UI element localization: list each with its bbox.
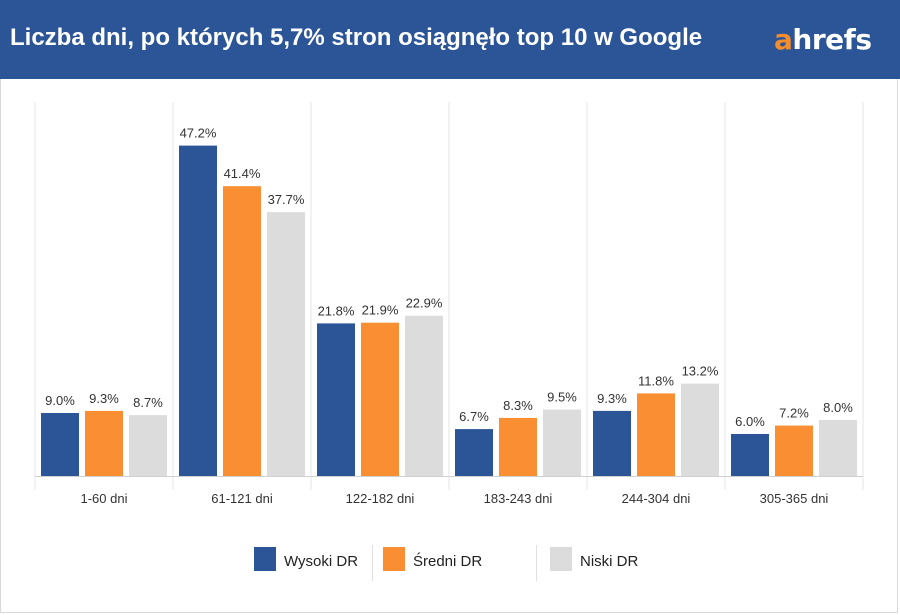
- data-label: 22.9%: [406, 296, 443, 311]
- x-tick-label: 1-60 dni: [81, 491, 128, 506]
- data-label: 11.8%: [638, 373, 674, 388]
- bar: [361, 322, 399, 476]
- x-tick-label: 122-182 dni: [346, 491, 415, 506]
- bar-chart: 9.0% 9.3% 8.7% 1-60 dni 47.2% 41.4% 37.7% 61-12…: [34, 102, 864, 506]
- legend-label-wysoki: Wysoki DR: [284, 553, 359, 570]
- bar: [267, 212, 305, 476]
- bar: [681, 383, 719, 476]
- data-label: 7.2%: [779, 406, 809, 421]
- data-label: 9.5%: [547, 390, 577, 405]
- bar: [775, 425, 813, 476]
- data-label: 8.3%: [503, 398, 533, 413]
- bar: [223, 186, 261, 476]
- logo-text: hrefs: [792, 23, 872, 56]
- x-tick-label: 244-304 dni: [622, 491, 691, 506]
- data-label: 21.9%: [362, 303, 399, 318]
- bar: [129, 415, 167, 476]
- bar: [819, 420, 857, 476]
- bar: [593, 410, 631, 476]
- bar: [405, 315, 443, 476]
- x-tick-label: 61-121 dni: [211, 491, 273, 506]
- data-label: 9.0%: [45, 393, 75, 408]
- data-label: 8.0%: [823, 400, 853, 415]
- chart-title: Liczba dni, po których 5,7% stron osiągn…: [10, 24, 703, 51]
- data-label: 41.4%: [224, 166, 261, 181]
- bar: [41, 413, 79, 476]
- logo-letter-a: a: [774, 23, 793, 56]
- legend: Wysoki DR Średni DR Niski DR: [0, 545, 900, 581]
- data-label: 13.2%: [682, 364, 719, 379]
- bar: [731, 434, 769, 476]
- legend-label-sredni: Średni DR: [413, 553, 483, 570]
- bar: [637, 393, 675, 476]
- ahrefs-logo: ahrefs: [774, 23, 872, 56]
- data-label: 9.3%: [89, 391, 119, 406]
- data-label: 37.7%: [268, 192, 305, 207]
- legend-swatch-niski: [550, 547, 572, 571]
- data-label: 8.7%: [133, 395, 163, 410]
- legend-label-niski: Niski DR: [580, 553, 639, 570]
- legend-divider: [536, 545, 537, 581]
- legend-divider: [372, 545, 373, 581]
- bar: [179, 145, 217, 476]
- bar: [317, 323, 355, 476]
- data-label: 47.2%: [180, 126, 217, 141]
- x-tick-label: 183-243 dni: [484, 491, 553, 506]
- x-tick-label: 305-365 dni: [760, 491, 829, 506]
- data-label: 21.8%: [318, 303, 355, 318]
- header-bar: Liczba dni, po których 5,7% stron osiągn…: [0, 0, 900, 79]
- legend-swatch-sredni: [383, 547, 405, 571]
- bar: [455, 429, 493, 476]
- data-label: 6.0%: [735, 414, 765, 429]
- bar: [499, 417, 537, 476]
- data-label: 6.7%: [459, 409, 489, 424]
- data-label: 9.3%: [597, 391, 627, 406]
- legend-swatch-wysoki: [254, 547, 276, 571]
- chart-frame: [0, 79, 898, 613]
- bar: [85, 410, 123, 476]
- bar: [543, 409, 581, 476]
